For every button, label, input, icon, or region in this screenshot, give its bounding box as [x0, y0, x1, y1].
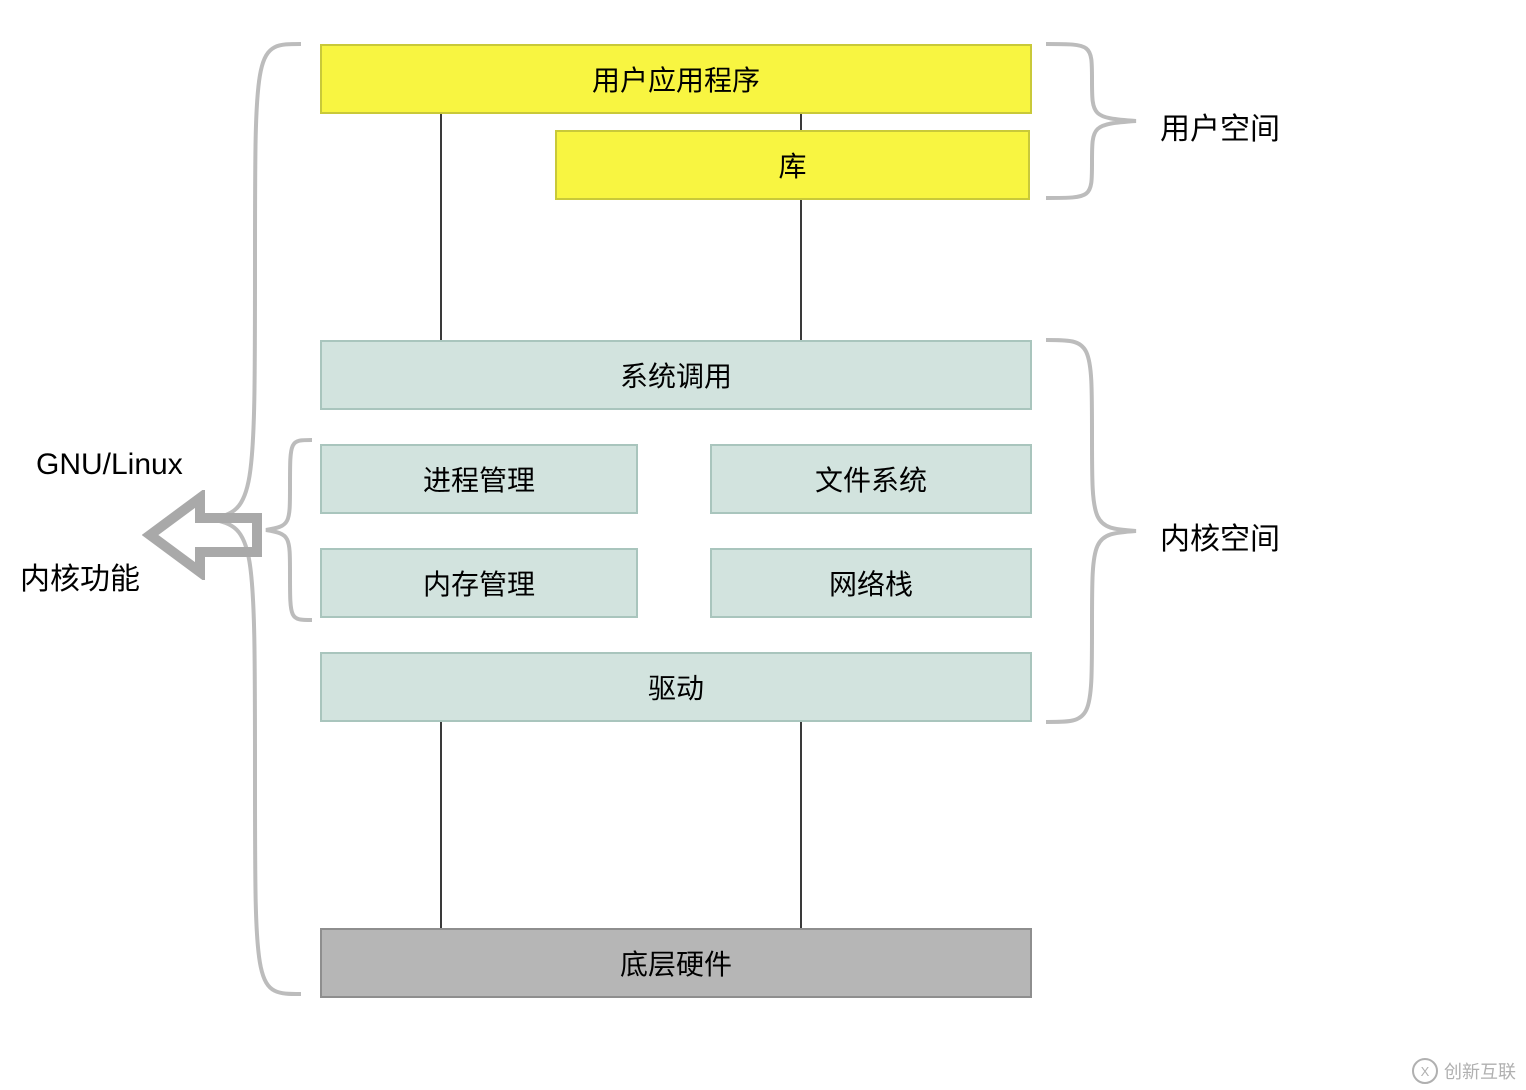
box-mem-mgmt: 内存管理: [320, 548, 638, 618]
brace-left-inner-icon: [260, 436, 316, 624]
brace-right-user-icon: [1042, 40, 1142, 202]
box-library: 库: [555, 130, 1030, 200]
label-gnu-linux: GNU/Linux: [36, 448, 183, 482]
label-kernel-space: 内核空间: [1160, 514, 1280, 558]
box-hardware: 底层硬件: [320, 928, 1032, 998]
box-hardware-label: 底层硬件: [620, 943, 732, 983]
box-net-stack: 网络栈: [710, 548, 1032, 618]
connector-line: [440, 722, 442, 928]
connector-line: [440, 114, 442, 340]
box-driver: 驱动: [320, 652, 1032, 722]
brace-right-kernel-icon: [1042, 336, 1142, 726]
box-user-app: 用户应用程序: [320, 44, 1032, 114]
box-syscall: 系统调用: [320, 340, 1032, 410]
box-net-stack-label: 网络栈: [829, 563, 913, 603]
label-kernel-func: 内核功能: [20, 554, 140, 598]
watermark: X 创新互联: [1412, 1058, 1516, 1084]
label-user-space: 用户空间: [1160, 104, 1280, 148]
box-driver-label: 驱动: [648, 667, 704, 707]
connector-line: [800, 114, 802, 130]
box-syscall-label: 系统调用: [620, 355, 732, 395]
connector-line: [800, 200, 802, 340]
box-user-app-label: 用户应用程序: [592, 59, 760, 99]
box-library-label: 库: [778, 145, 806, 185]
watermark-icon: X: [1412, 1058, 1438, 1084]
box-proc-mgmt: 进程管理: [320, 444, 638, 514]
box-proc-mgmt-label: 进程管理: [423, 459, 535, 499]
box-filesys: 文件系统: [710, 444, 1032, 514]
watermark-text: 创新互联: [1444, 1058, 1516, 1084]
connector-line: [800, 722, 802, 928]
box-filesys-label: 文件系统: [815, 459, 927, 499]
arrow-left-icon: [142, 490, 262, 580]
box-mem-mgmt-label: 内存管理: [423, 563, 535, 603]
